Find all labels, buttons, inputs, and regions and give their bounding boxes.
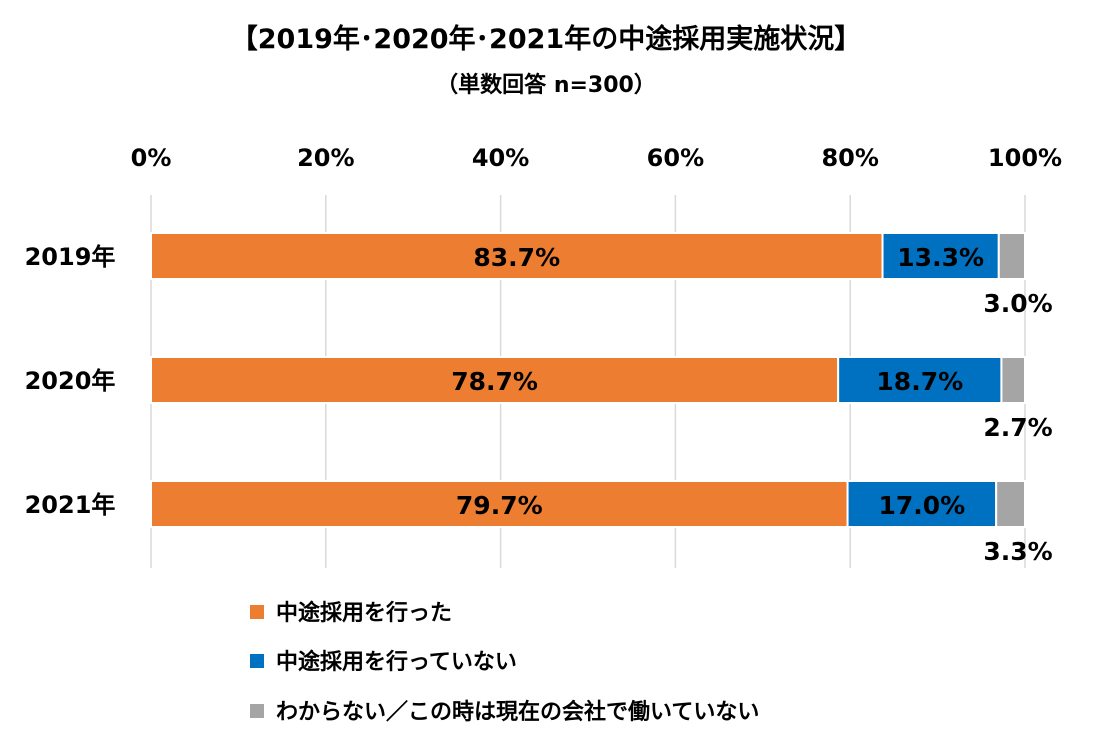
bar-2-series-2 xyxy=(995,480,1027,528)
data-label-2-series-1: 17.0% xyxy=(879,491,966,520)
data-label-1-series-0: 78.7% xyxy=(451,367,538,396)
x-tick-label-60: 60% xyxy=(647,144,704,172)
data-label-0-series-2: 3.0% xyxy=(983,289,1052,318)
legend: 中途採用を行った中途採用を行っていないわからない／この時は現在の会社で働いていな… xyxy=(250,600,759,725)
category-label-2: 2021年 xyxy=(25,491,116,519)
x-tick-label-80: 80% xyxy=(821,144,878,172)
bar-1-series-1 xyxy=(837,356,1003,404)
data-labels: 83.7% 13.3% 3.0% 78.7% 18.7% 2.7% 79.7% 17.0% 3.… xyxy=(451,243,1052,566)
bar-0-series-0 xyxy=(150,232,884,280)
x-tick-label-20: 20% xyxy=(297,144,354,172)
bar-2-series-0 xyxy=(150,480,849,528)
x-tick-label-0: 0% xyxy=(131,144,172,172)
x-tick-label-100: 100% xyxy=(988,144,1062,172)
category-labels: 2019年 2020年 2021年 xyxy=(25,243,116,519)
data-label-1-series-1: 18.7% xyxy=(876,367,963,396)
legend-label-0: 中途採用を行った xyxy=(276,600,452,626)
chart-title: 【2019年･2020年･2021年の中途採用実施状況】 xyxy=(231,23,861,55)
x-tick-label-40: 40% xyxy=(472,144,529,172)
legend-swatch-0 xyxy=(250,605,264,619)
bars xyxy=(150,232,1027,528)
category-label-0: 2019年 xyxy=(25,243,116,271)
legend-label-2: わからない／この時は現在の会社で働いていない xyxy=(276,699,759,725)
chart-subtitle: （単数回答 n=300） xyxy=(436,72,656,98)
data-label-1-series-2: 2.7% xyxy=(983,413,1052,442)
category-label-1: 2020年 xyxy=(25,367,116,395)
data-label-2-series-0: 79.7% xyxy=(456,491,543,520)
bar-0-series-2 xyxy=(997,232,1027,280)
bar-2-series-1 xyxy=(846,480,998,528)
data-label-0-series-1: 13.3% xyxy=(897,243,984,272)
bar-1-series-2 xyxy=(1000,356,1027,404)
bar-1-series-0 xyxy=(150,356,840,404)
data-label-0-series-0: 83.7% xyxy=(473,243,560,272)
legend-swatch-2 xyxy=(250,704,264,718)
legend-label-1: 中途採用を行っていない xyxy=(276,649,517,675)
x-axis-ticks: 0% 20% 40% 60% 80% 100% xyxy=(131,144,1062,172)
legend-swatch-1 xyxy=(250,654,264,668)
data-label-2-series-2: 3.3% xyxy=(983,537,1052,566)
